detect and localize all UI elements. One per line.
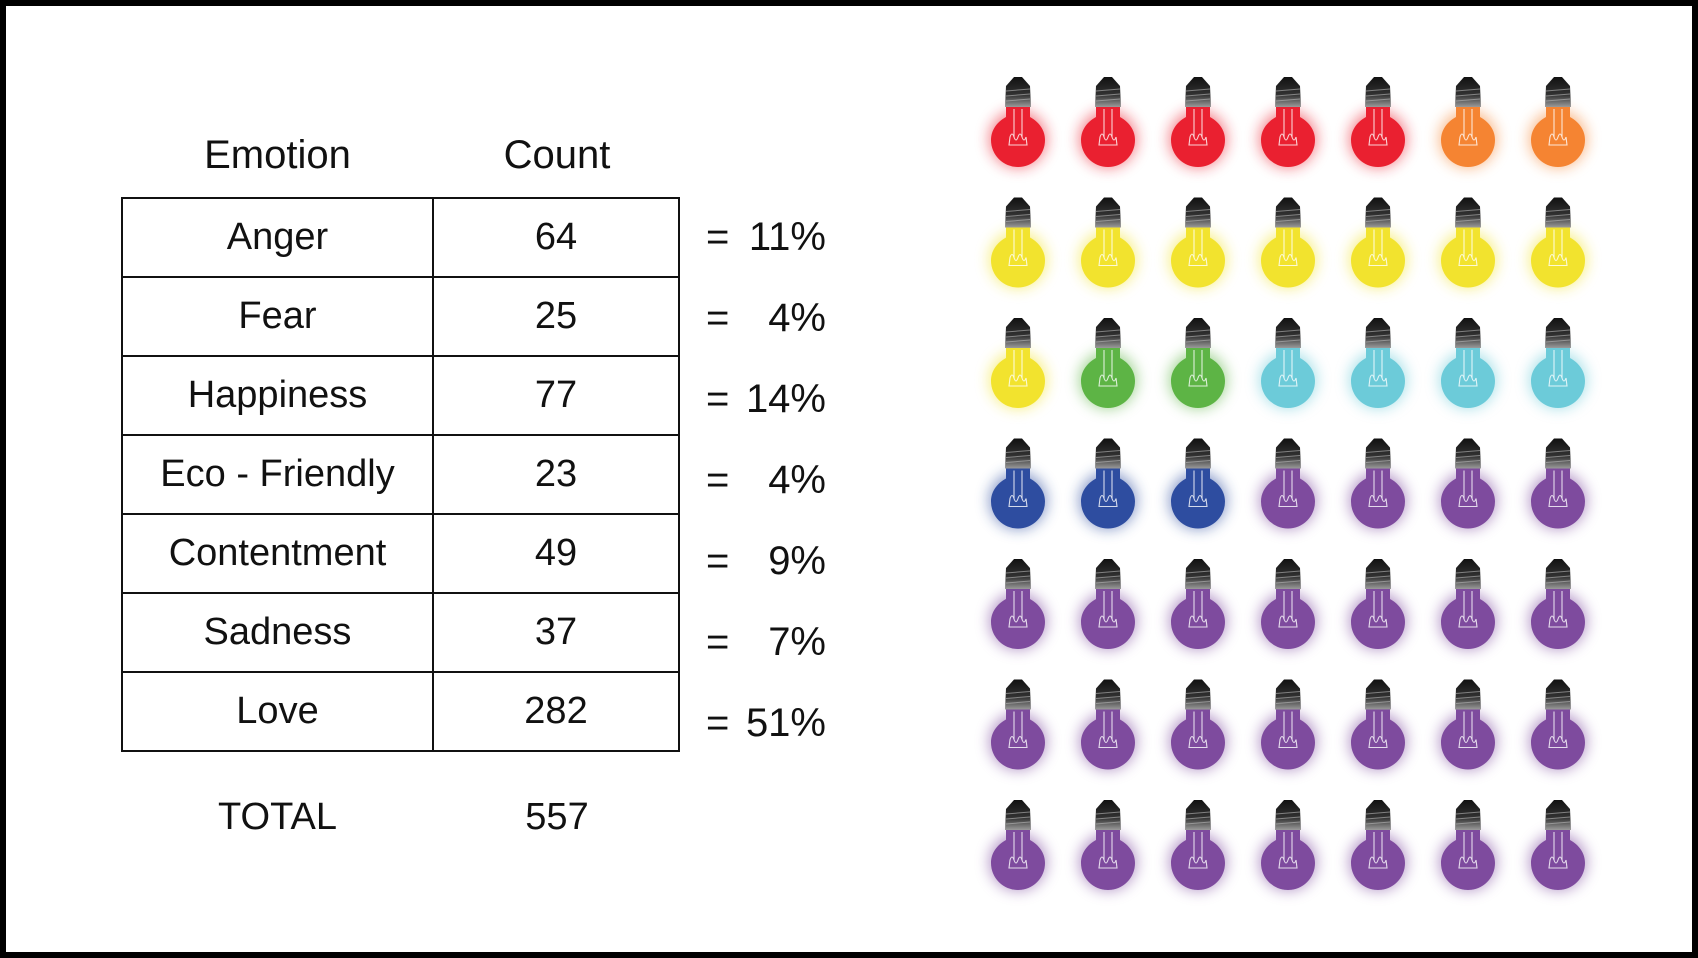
emotion-cell: Fear: [121, 276, 434, 357]
count-cell: 64: [432, 197, 680, 278]
total-label: TOTAL: [218, 796, 337, 838]
light-bulb-icon: [1349, 559, 1407, 650]
count-cell: 77: [432, 355, 680, 436]
light-bulb-icon: [1169, 318, 1227, 409]
light-bulb-icon: [989, 318, 1047, 409]
bulb-pictograph: [989, 77, 1587, 891]
light-bulb-icon: [1079, 318, 1137, 409]
light-bulb-icon: [1169, 679, 1227, 771]
table-row: Contentment 49: [121, 513, 680, 594]
light-bulb-icon: [1259, 197, 1317, 289]
light-bulb-icon: [1349, 800, 1407, 891]
header-emotion: Emotion: [204, 133, 351, 177]
light-bulb-icon: [1439, 438, 1497, 530]
light-bulb-icon: [1259, 77, 1317, 168]
light-bulb-icon: [1169, 800, 1227, 891]
table-row: Fear 25: [121, 276, 680, 357]
light-bulb-icon: [1349, 197, 1407, 289]
light-bulb-icon: [1079, 800, 1137, 891]
table-row: Sadness 37: [121, 592, 680, 673]
light-bulb-icon: [1349, 679, 1407, 771]
percentage-value: 11%: [748, 215, 826, 259]
light-bulb-icon: [1259, 800, 1317, 891]
emotion-cell: Love: [121, 671, 434, 752]
percentage-value: 51%: [745, 701, 826, 745]
equals-sign: =: [706, 296, 730, 340]
percentage-item: = 14%: [706, 359, 826, 440]
percentage-item: = 11%: [706, 197, 826, 278]
light-bulb-icon: [1349, 318, 1407, 409]
table-row: Love 282: [121, 671, 680, 752]
count-cell: 23: [432, 434, 680, 515]
equals-sign: =: [706, 215, 730, 259]
count-cell: 37: [432, 592, 680, 673]
light-bulb-icon: [1349, 438, 1407, 530]
percentage-value: 4%: [768, 296, 826, 340]
light-bulb-icon: [1529, 197, 1587, 289]
emotion-cell: Happiness: [121, 355, 434, 436]
percentage-value: 9%: [768, 539, 826, 583]
light-bulb-icon: [1079, 197, 1137, 289]
light-bulb-icon: [1079, 77, 1137, 168]
light-bulb-icon: [989, 77, 1047, 168]
percentage-item: = 4%: [706, 440, 826, 521]
light-bulb-icon: [1439, 800, 1497, 891]
light-bulb-icon: [1529, 77, 1587, 168]
light-bulb-icon: [1529, 438, 1587, 530]
emotion-cell: Sadness: [121, 592, 434, 673]
percentage-value: 14%: [745, 377, 826, 421]
header-count: Count: [503, 133, 611, 177]
light-bulb-icon: [989, 438, 1047, 530]
percentage-value: 4%: [768, 458, 826, 502]
percentage-item: = 9%: [706, 521, 826, 602]
table-row: Eco - Friendly 23: [121, 434, 680, 515]
table-row: Anger 64: [121, 197, 680, 278]
light-bulb-icon: [1529, 800, 1587, 891]
emotion-cell: Contentment: [121, 513, 434, 594]
count-cell: 25: [432, 276, 680, 357]
light-bulb-icon: [989, 800, 1047, 891]
light-bulb-icon: [1169, 77, 1227, 168]
equals-sign: =: [706, 620, 730, 664]
light-bulb-icon: [1079, 559, 1137, 650]
light-bulb-icon: [1259, 438, 1317, 530]
light-bulb-icon: [1439, 559, 1497, 650]
light-bulb-icon: [1169, 438, 1227, 530]
total-value: 557: [525, 796, 589, 838]
percentage-item: = 4%: [706, 278, 826, 359]
light-bulb-icon: [989, 197, 1047, 289]
light-bulb-icon: [1079, 438, 1137, 530]
light-bulb-icon: [1439, 318, 1497, 409]
light-bulb-icon: [1349, 77, 1407, 168]
light-bulb-icon: [1439, 197, 1497, 289]
count-cell: 49: [432, 513, 680, 594]
percentage-value: 7%: [768, 620, 826, 664]
emotion-count-table: Anger 64 Fear 25 Happiness 77 Eco - Friendly 23…: [121, 197, 680, 752]
light-bulb-icon: [1439, 77, 1497, 168]
equals-sign: =: [706, 701, 730, 745]
percentage-item: = 51%: [706, 683, 826, 764]
light-bulb-icon: [1529, 679, 1587, 771]
equals-sign: =: [706, 539, 730, 583]
emotion-cell: Eco - Friendly: [121, 434, 434, 515]
percentage-item: = 7%: [706, 602, 826, 683]
light-bulb-icon: [1529, 559, 1587, 650]
light-bulb-icon: [1259, 679, 1317, 771]
light-bulb-icon: [1079, 679, 1137, 771]
light-bulb-icon: [989, 679, 1047, 771]
light-bulb-icon: [1169, 197, 1227, 289]
light-bulb-icon: [1259, 318, 1317, 409]
light-bulb-icon: [1529, 318, 1587, 409]
light-bulb-icon: [989, 559, 1047, 650]
emotion-cell: Anger: [121, 197, 434, 278]
light-bulb-icon: [1259, 559, 1317, 650]
count-cell: 282: [432, 671, 680, 752]
equals-sign: =: [706, 458, 730, 502]
equals-sign: =: [706, 377, 730, 421]
light-bulb-icon: [1439, 679, 1497, 771]
table-row: Happiness 77: [121, 355, 680, 436]
light-bulb-icon: [1169, 559, 1227, 650]
